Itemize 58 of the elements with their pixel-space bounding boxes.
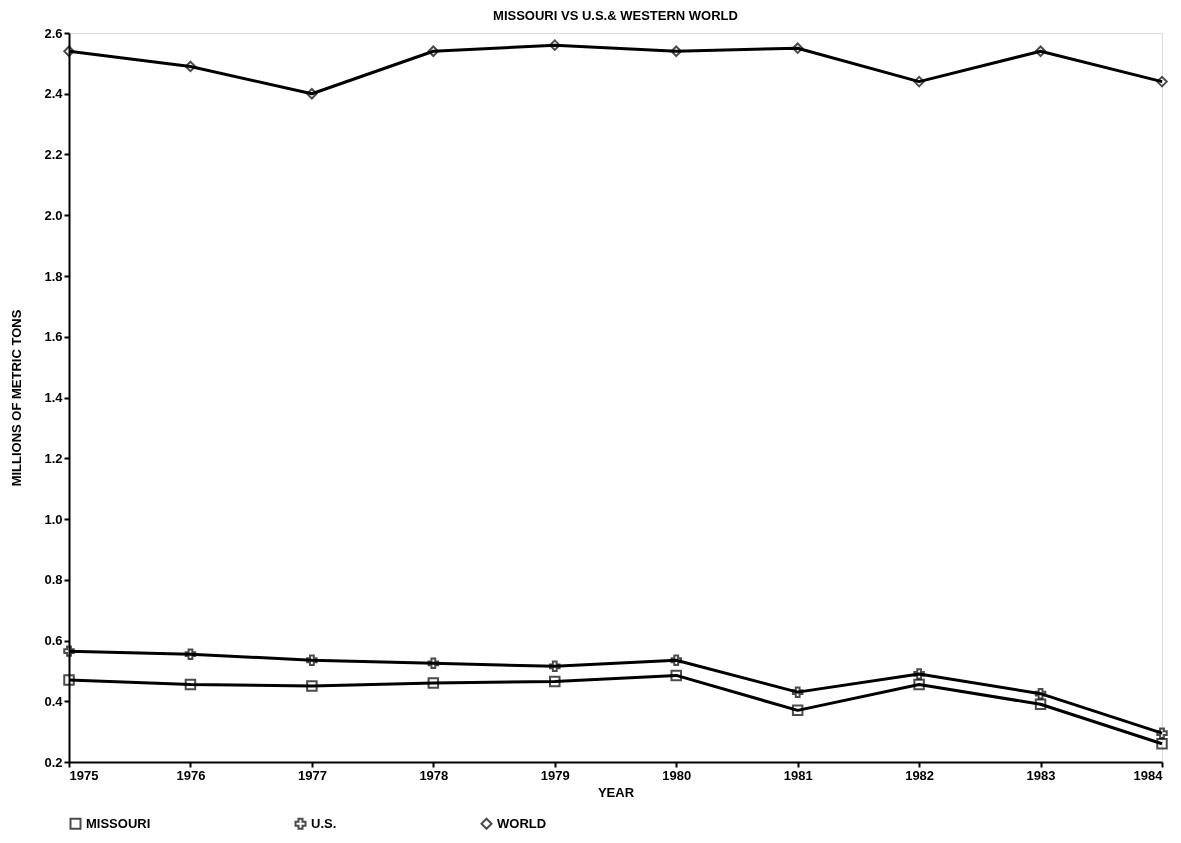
x-tick-label: 1975: [69, 767, 99, 783]
point: [913, 678, 925, 691]
point: [549, 675, 561, 688]
legend-label: U.S.: [311, 815, 337, 831]
point: [427, 45, 440, 57]
y-tick-label: 2.4: [44, 86, 64, 102]
x-tick-label: 1982: [905, 767, 935, 783]
y-tick-label: 1.2: [44, 450, 63, 466]
y-tick-label: 2.6: [44, 25, 63, 41]
point: [184, 648, 197, 660]
point: [427, 657, 440, 670]
x-tick-label: 1981: [783, 767, 813, 783]
point: [1034, 45, 1047, 57]
x-tick-label: 1976: [176, 767, 206, 783]
y-axis-title: MILLIONS OF METRIC TONS: [9, 309, 25, 487]
point: [427, 677, 440, 689]
legend-label: MISSOURI: [86, 815, 151, 831]
x-tick-label: 1979: [540, 767, 570, 783]
point: [63, 645, 75, 657]
x-axis-title: YEAR: [597, 784, 635, 800]
point: [306, 88, 318, 100]
legend-label: WORLD: [497, 815, 547, 831]
x-tick-label: 1980: [662, 767, 692, 783]
point: [1156, 727, 1168, 739]
point: [1156, 75, 1168, 88]
point: [791, 42, 804, 54]
point: [184, 60, 197, 73]
y-tick-label: 0.8: [44, 572, 63, 588]
point: [1034, 698, 1047, 711]
y-tick-label: 1.8: [44, 268, 63, 284]
y-tick-label: 2.0: [44, 207, 63, 223]
point: [791, 704, 804, 717]
x-tick-label: 1977: [297, 767, 327, 783]
y-tick-label: 1.6: [44, 329, 63, 345]
x-tick-label: 1983: [1026, 767, 1056, 783]
x-tick-label: 1984: [1133, 767, 1164, 783]
point: [670, 654, 682, 666]
point: [670, 669, 682, 682]
point: [306, 680, 318, 692]
point: [791, 686, 804, 698]
point: [306, 654, 318, 666]
y-tick-label: 2.2: [44, 147, 63, 162]
chart-title: MISSOURI VS U.S.& WESTERN WORLD: [493, 8, 738, 23]
point: [1034, 687, 1047, 700]
y-tick-label: 1.4: [44, 390, 64, 405]
y-tick-label: 0.4: [44, 693, 64, 709]
y-tick-label: 0.6: [44, 633, 63, 648]
point: [670, 45, 682, 57]
point: [184, 678, 197, 691]
point: [63, 674, 75, 686]
y-tick-label: 0.2: [44, 754, 63, 770]
point: [913, 668, 925, 680]
point: [913, 75, 925, 88]
point: [549, 660, 561, 673]
y-tick-label: 1.0: [44, 511, 63, 527]
point: [1156, 738, 1168, 750]
x-tick-label: 1978: [419, 767, 449, 783]
point: [63, 45, 75, 57]
